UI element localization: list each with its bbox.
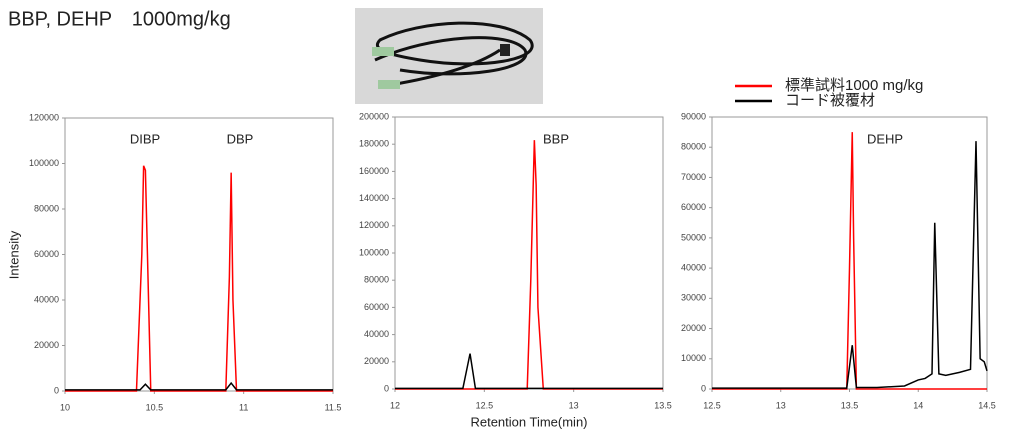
y-tick-label: 10000 [681, 353, 706, 363]
plot-frame [64, 117, 334, 392]
y-tick-label: 70000 [681, 172, 706, 182]
series-line [712, 132, 987, 390]
legend-label: 標準試料1000 mg/kg [785, 77, 923, 94]
x-tick-label: 13.5 [841, 400, 859, 410]
peak-label: DIBP [130, 131, 160, 146]
x-tick-label: 13 [776, 400, 786, 410]
y-tick-label: 200000 [359, 111, 389, 121]
y-tick-label: 30000 [681, 293, 706, 303]
y-tick-label: 40000 [681, 262, 706, 272]
x-tick-label: 12.5 [703, 400, 721, 410]
y-tick-label: 100000 [359, 247, 389, 257]
x-axis-label: Retention Time(min) [470, 414, 587, 429]
y-tick-label: 20000 [34, 340, 59, 350]
x-tick-label: 10 [60, 402, 70, 412]
x-tick-label: 13.5 [654, 400, 672, 410]
series-line [395, 353, 663, 390]
y-tick-label: 140000 [359, 193, 389, 203]
peak-label: DBP [227, 131, 254, 146]
caption: BBP, DEHP 1000mg/kg [8, 8, 231, 30]
legend-label: コード被覆材 [785, 92, 875, 109]
y-tick-label: 160000 [359, 166, 389, 176]
y-tick-label: 60000 [34, 249, 59, 259]
y-tick-label: 50000 [681, 232, 706, 242]
y-tick-label: 0 [384, 383, 389, 393]
y-tick-label: 60000 [681, 202, 706, 212]
y-tick-label: 80000 [364, 275, 389, 285]
x-tick-label: 13 [569, 400, 579, 410]
y-axis-label: Intensity [6, 230, 21, 279]
peak-label: DEHP [867, 131, 903, 146]
x-tick-label: 11.5 [325, 402, 342, 412]
y-tick-label: 120000 [29, 112, 59, 122]
x-tick-label: 14 [913, 400, 923, 410]
cable-photo [355, 8, 543, 104]
y-tick-label: 180000 [359, 139, 389, 149]
peak-label: BBP [543, 131, 569, 146]
series-line [712, 141, 988, 389]
y-tick-label: 0 [701, 383, 706, 393]
y-tick-label: 100000 [29, 158, 59, 168]
y-tick-label: 80000 [34, 203, 59, 213]
y-tick-label: 120000 [359, 220, 389, 230]
x-tick-label: 11 [239, 402, 248, 412]
y-tick-label: 20000 [364, 356, 389, 366]
series-line [395, 140, 663, 390]
y-tick-label: 40000 [34, 294, 59, 304]
series-line [65, 165, 333, 392]
y-tick-label: 80000 [681, 142, 706, 152]
x-tick-label: 12 [390, 400, 400, 410]
x-tick-label: 12.5 [476, 400, 494, 410]
x-tick-label: 10.5 [146, 402, 164, 412]
y-tick-label: 20000 [681, 323, 706, 333]
series-line [65, 381, 333, 391]
y-tick-label: 0 [54, 385, 59, 395]
y-tick-label: 60000 [364, 302, 389, 312]
y-tick-label: 90000 [681, 111, 706, 121]
x-tick-label: 14.5 [978, 400, 996, 410]
y-tick-label: 40000 [364, 329, 389, 339]
